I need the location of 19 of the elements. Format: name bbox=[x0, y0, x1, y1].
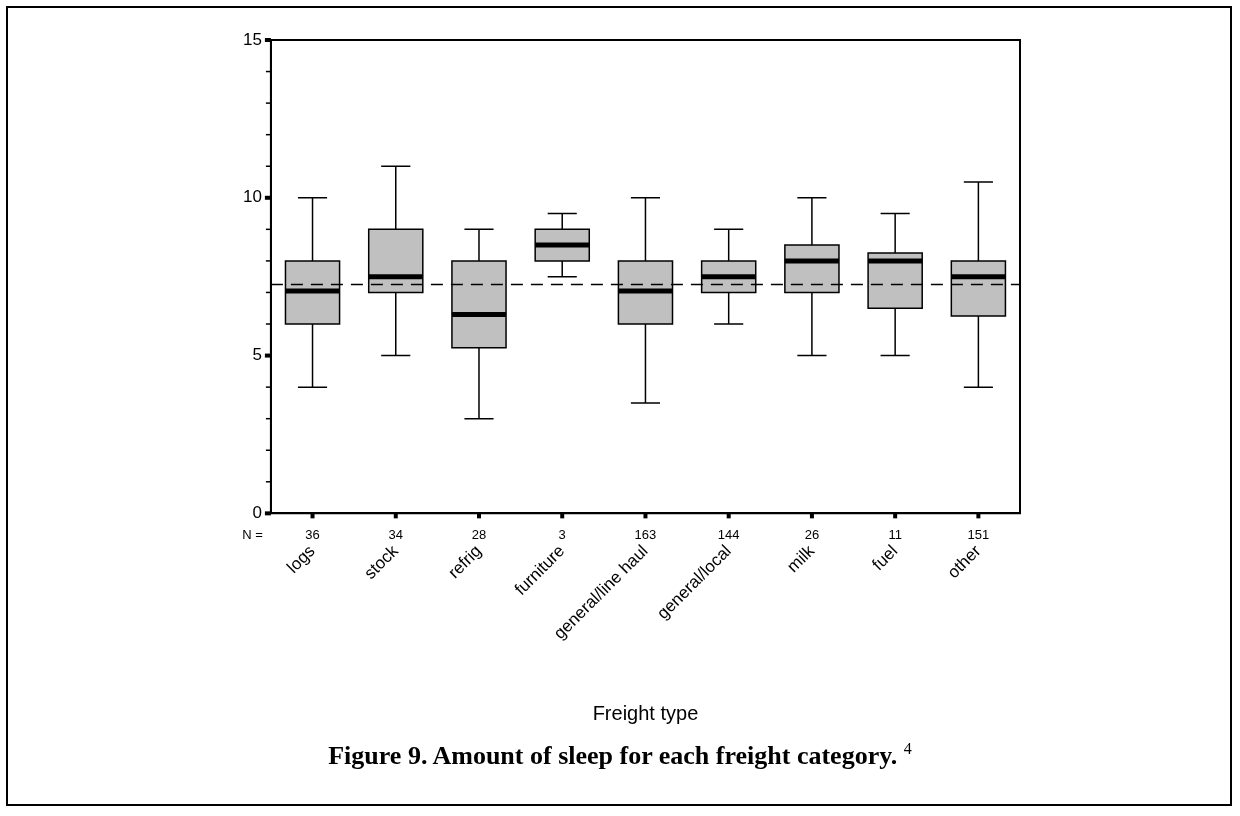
y-tick-label: 5 bbox=[252, 345, 262, 365]
text: 163 bbox=[634, 527, 657, 543]
text: 36 bbox=[305, 527, 320, 543]
y-tick-label: 10 bbox=[242, 187, 262, 207]
x-tick-label: logs bbox=[283, 541, 319, 577]
text: Figure 9. Amount of sleep for each freight category. $^{4}$ bbox=[327, 740, 913, 771]
y-tick-label: 0 bbox=[252, 503, 262, 523]
text: 151 bbox=[967, 527, 990, 543]
text: 26 bbox=[804, 527, 820, 543]
text: 28 bbox=[471, 527, 487, 543]
x-tick-label: milk bbox=[783, 540, 819, 577]
text: N = bbox=[242, 527, 263, 543]
x-tick-label: fuel bbox=[868, 541, 902, 575]
text: 34 bbox=[388, 527, 403, 543]
text: 11 bbox=[888, 527, 902, 543]
x-axis-title: Freight type bbox=[592, 701, 699, 724]
text: 144 bbox=[717, 527, 740, 543]
y-tick-label: 15 bbox=[242, 29, 262, 49]
text: 3 bbox=[558, 527, 566, 543]
